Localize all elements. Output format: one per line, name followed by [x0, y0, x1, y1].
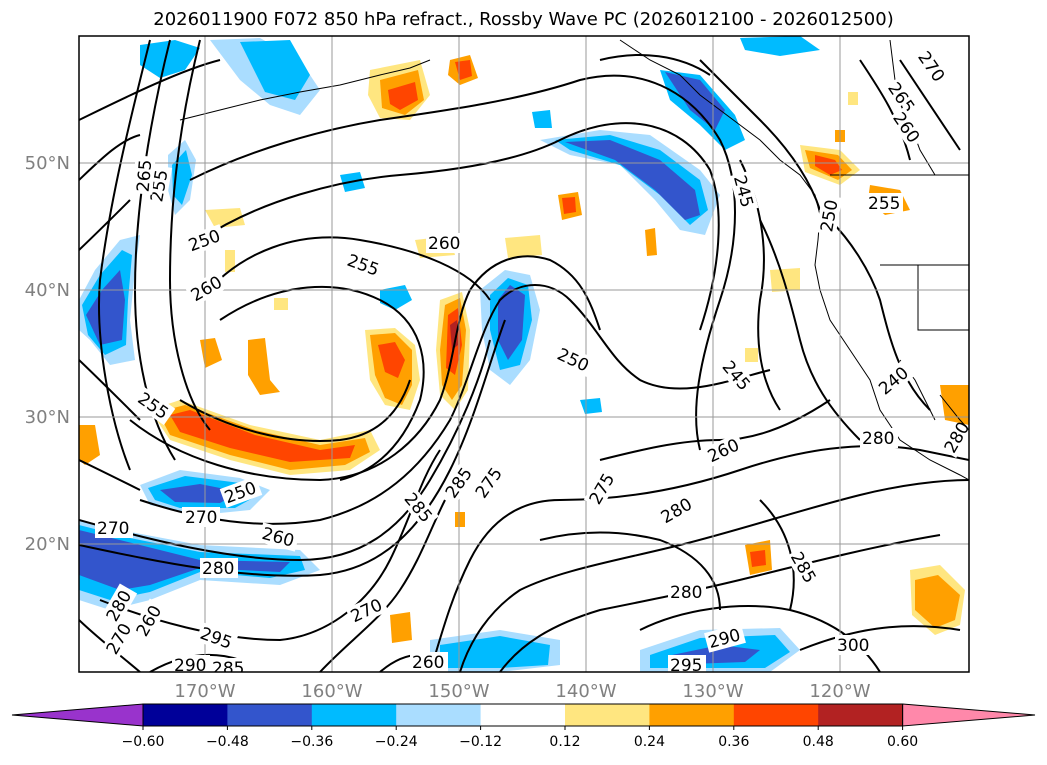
colorbar-tick-label: 0.24 — [634, 734, 665, 750]
lon-label: 120°W — [809, 681, 870, 702]
lat-label: 50°N — [25, 153, 70, 174]
contour-label: 295 — [670, 656, 702, 676]
contour-label: 280 — [862, 429, 894, 449]
colorbar-tick-label: 0.36 — [718, 734, 749, 750]
contour-label: 255 — [868, 194, 900, 214]
lon-label: 150°W — [428, 681, 489, 702]
contour-label: 290 — [174, 656, 206, 676]
longitude-labels: 170°W 160°W 150°W 140°W 130°W 120°W — [174, 681, 870, 702]
latitude-labels: 50°N 40°N 30°N 20°N — [25, 153, 70, 555]
colorbar-tick-label: −0.60 — [122, 734, 165, 750]
colorbar — [11, 703, 1036, 727]
colorbar-tick-label: −0.36 — [290, 734, 333, 750]
contour-label: 270 — [97, 519, 129, 539]
colorbar-segment — [818, 704, 904, 726]
contour-label: 260 — [428, 234, 460, 254]
colorbar-extend-high — [902, 703, 1036, 727]
contour-label: 280 — [670, 583, 702, 603]
lon-label: 140°W — [555, 681, 616, 702]
colorbar-tick-label: 0.48 — [803, 734, 834, 750]
contour-label: 260 — [412, 653, 444, 673]
lat-label: 20°N — [25, 534, 70, 555]
colorbar-tick-label: −0.24 — [375, 734, 418, 750]
colorbar-tick-label: −0.48 — [206, 734, 249, 750]
graticule — [79, 36, 969, 672]
colorbar-tick-label: −0.12 — [459, 734, 502, 750]
colorbar-segment — [480, 704, 566, 726]
colorbar-segment — [143, 704, 228, 726]
lat-label: 30°N — [25, 407, 70, 428]
colorbar-segment — [565, 704, 650, 726]
colorbar-tick-labels: −0.60 −0.48 −0.36 −0.24 −0.12 0.12 0.24 0.36 0.4… — [122, 726, 918, 750]
lon-label: 170°W — [174, 681, 235, 702]
colorbar-frame — [142, 703, 904, 727]
contour-label: 270 — [185, 508, 217, 528]
colorbar-segment — [311, 704, 397, 726]
colorbar-segment — [649, 704, 735, 726]
colorbar-extend-low — [11, 703, 144, 727]
map-title: 2026011900 F072 850 hPa refract., Rossby… — [153, 9, 894, 30]
colorbar-segment — [396, 704, 482, 726]
contour-label: 280 — [202, 559, 234, 579]
contour-label: 265 — [134, 159, 157, 193]
colorbar-tick-label: 0.60 — [887, 734, 918, 750]
colorbar-segment — [227, 704, 313, 726]
lon-label: 160°W — [301, 681, 362, 702]
contour-labels: 270 265 260 245 250 255 255 250 260 265 … — [95, 45, 969, 679]
lat-label: 40°N — [25, 280, 70, 301]
lon-label: 130°W — [682, 681, 743, 702]
contour-label: 300 — [837, 636, 869, 656]
contour-label: 285 — [212, 659, 244, 679]
colorbar-segment — [733, 704, 819, 726]
map-content: 270 265 260 245 250 255 255 250 260 265 … — [79, 36, 969, 679]
negative-anomaly-patches — [79, 36, 820, 672]
colorbar-tick-label: 0.12 — [549, 734, 580, 750]
map-frame — [78, 35, 970, 673]
